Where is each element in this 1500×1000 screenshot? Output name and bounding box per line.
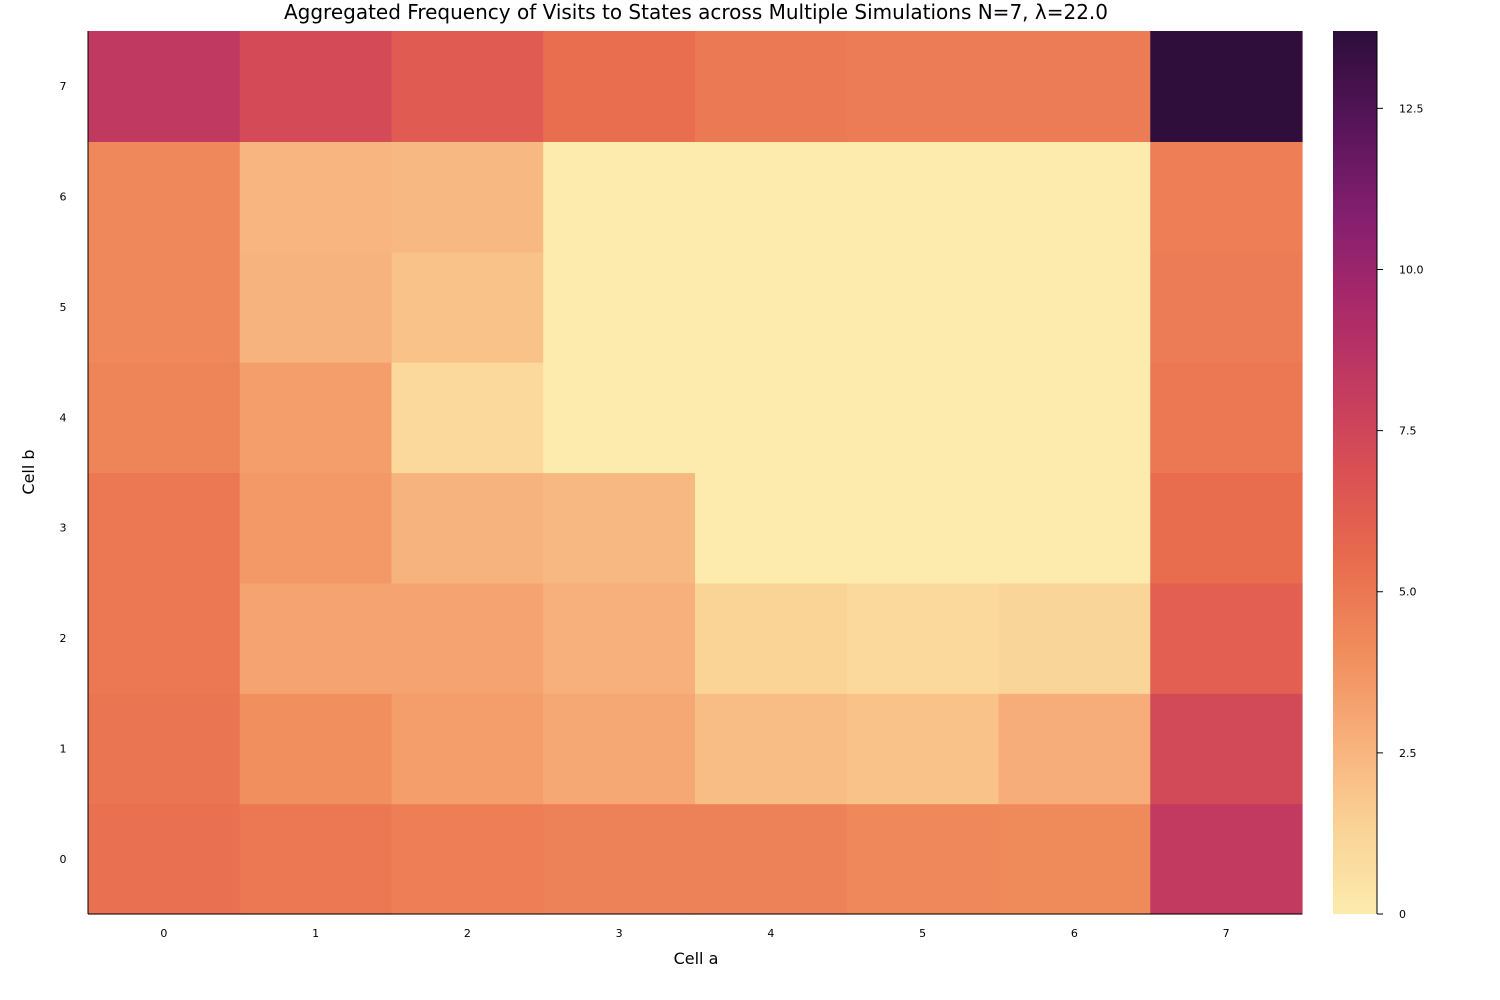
heatmap-cell-a5-b0 — [846, 803, 1000, 915]
y-axis-label: Cell b — [19, 449, 38, 494]
colorbar-tick-label: 10.0 — [1399, 263, 1424, 276]
heatmap-cell-a5-b4 — [846, 362, 1000, 474]
heatmap-cell-a0-b5 — [88, 251, 241, 363]
heatmap-cell-a5-b7 — [846, 31, 1000, 142]
heatmap-cell-a7-b5 — [1150, 251, 1303, 363]
heatmap-cell-a2-b0 — [391, 803, 544, 915]
heatmap-cells — [88, 31, 1303, 915]
heatmap-cell-a7-b7 — [1150, 31, 1303, 142]
heatmap-cell-a4-b1 — [695, 693, 848, 805]
heatmap-cell-a6-b0 — [998, 803, 1151, 915]
heatmap-cell-a3-b6 — [543, 141, 696, 253]
chart-title: Aggregated Frequency of Visits to States… — [284, 0, 1108, 24]
heatmap-cell-a0-b4 — [88, 362, 241, 474]
heatmap-cell-a1-b2 — [239, 582, 393, 694]
heatmap-cell-a7-b2 — [1150, 582, 1303, 694]
heatmap-cell-a7-b1 — [1150, 693, 1303, 805]
heatmap-cell-a3-b3 — [543, 472, 696, 584]
colorbar-tick-label: 2.5 — [1399, 747, 1417, 760]
heatmap-cell-a1-b4 — [239, 362, 393, 474]
heatmap-cell-a7-b6 — [1150, 141, 1303, 253]
heatmap-cell-a0-b1 — [88, 693, 241, 805]
heatmap-cell-a1-b3 — [239, 472, 393, 584]
y-tick-label: 4 — [60, 411, 67, 424]
heatmap-cell-a6-b4 — [998, 362, 1151, 474]
colorbar-tick-label: 5.0 — [1399, 586, 1417, 599]
heatmap-cell-a0-b2 — [88, 582, 241, 694]
heatmap-cell-a3-b1 — [543, 693, 696, 805]
heatmap-cell-a2-b4 — [391, 362, 544, 474]
x-tick-label: 4 — [767, 927, 774, 940]
y-tick-label: 3 — [60, 522, 67, 535]
heatmap-cell-a2-b6 — [391, 141, 544, 253]
heatmap-cell-a5-b3 — [846, 472, 1000, 584]
heatmap-cell-a3-b5 — [543, 251, 696, 363]
heatmap-cell-a2-b1 — [391, 693, 544, 805]
x-tick-labels: 0 1 2 3 4 5 6 7 — [160, 927, 1229, 940]
y-tick-label: 1 — [60, 742, 67, 755]
y-tick-label: 2 — [60, 632, 67, 645]
heatmap-cell-a2-b3 — [391, 472, 544, 584]
heatmap-cell-a5-b1 — [846, 693, 1000, 805]
heatmap-cell-a4-b2 — [695, 582, 848, 694]
heatmap-cell-a3-b2 — [543, 582, 696, 694]
heatmap-cell-a6-b6 — [998, 141, 1151, 253]
heatmap-cell-a1-b7 — [239, 31, 393, 142]
heatmap-cell-a6-b1 — [998, 693, 1151, 805]
heatmap-cell-a0-b7 — [88, 31, 241, 142]
heatmap-cell-a1-b6 — [239, 141, 393, 253]
heatmap-cell-a7-b3 — [1150, 472, 1303, 584]
heatmap-cell-a4-b5 — [695, 251, 848, 363]
heatmap-cell-a6-b3 — [998, 472, 1151, 584]
x-tick-label: 0 — [160, 927, 167, 940]
heatmap-cell-a2-b7 — [391, 31, 544, 142]
x-tick-label: 3 — [616, 927, 623, 940]
y-tick-label: 7 — [60, 80, 67, 93]
x-axis-label: Cell a — [674, 949, 719, 968]
heatmap-cell-a5-b5 — [846, 251, 1000, 363]
colorbar-tick-label: 12.5 — [1399, 102, 1424, 115]
heatmap-cell-a3-b0 — [543, 803, 696, 915]
heatmap-cell-a2-b2 — [391, 582, 544, 694]
axes — [87, 31, 1302, 915]
heatmap-cell-a6-b2 — [998, 582, 1151, 694]
heatmap-cell-a0-b6 — [88, 141, 241, 253]
heatmap-cell-a1-b5 — [239, 251, 393, 363]
heatmap-cell-a3-b4 — [543, 362, 696, 474]
heatmap-cell-a1-b1 — [239, 693, 393, 805]
heatmap-cell-a0-b0 — [88, 803, 241, 915]
colorbar-tick-label: 7.5 — [1399, 425, 1417, 438]
heatmap-cell-a7-b4 — [1150, 362, 1303, 474]
heatmap-cell-a6-b5 — [998, 251, 1151, 363]
colorbar-gradient — [1333, 31, 1377, 914]
heatmap-cell-a3-b7 — [543, 31, 696, 142]
x-tick-label: 1 — [312, 927, 319, 940]
heatmap-cell-a5-b2 — [846, 582, 1000, 694]
colorbar-tick-label: 0 — [1399, 908, 1406, 921]
heatmap-cell-a2-b5 — [391, 251, 544, 363]
heatmap-cell-a0-b3 — [88, 472, 241, 584]
y-tick-label: 6 — [60, 191, 67, 204]
heatmap-cell-a4-b7 — [695, 31, 848, 142]
y-tick-label: 5 — [60, 301, 67, 314]
colorbar: 0 2.5 5.0 7.5 10.0 12.5 — [1333, 31, 1424, 921]
y-tick-labels: 0 1 2 3 4 5 6 7 — [60, 80, 67, 866]
heatmap-cell-a4-b0 — [695, 803, 848, 915]
heatmap-cell-a6-b7 — [998, 31, 1151, 142]
heatmap-cell-a7-b0 — [1150, 803, 1303, 915]
heatmap-cell-a5-b6 — [846, 141, 1000, 253]
heatmap-cell-a4-b6 — [695, 141, 848, 253]
heatmap-cell-a1-b0 — [239, 803, 393, 915]
y-tick-label: 0 — [60, 853, 67, 866]
x-tick-label: 7 — [1223, 927, 1230, 940]
x-tick-label: 2 — [464, 927, 471, 940]
x-tick-label: 5 — [919, 927, 926, 940]
heatmap-cell-a4-b3 — [695, 472, 848, 584]
x-tick-label: 6 — [1071, 927, 1078, 940]
heatmap-cell-a4-b4 — [695, 362, 848, 474]
